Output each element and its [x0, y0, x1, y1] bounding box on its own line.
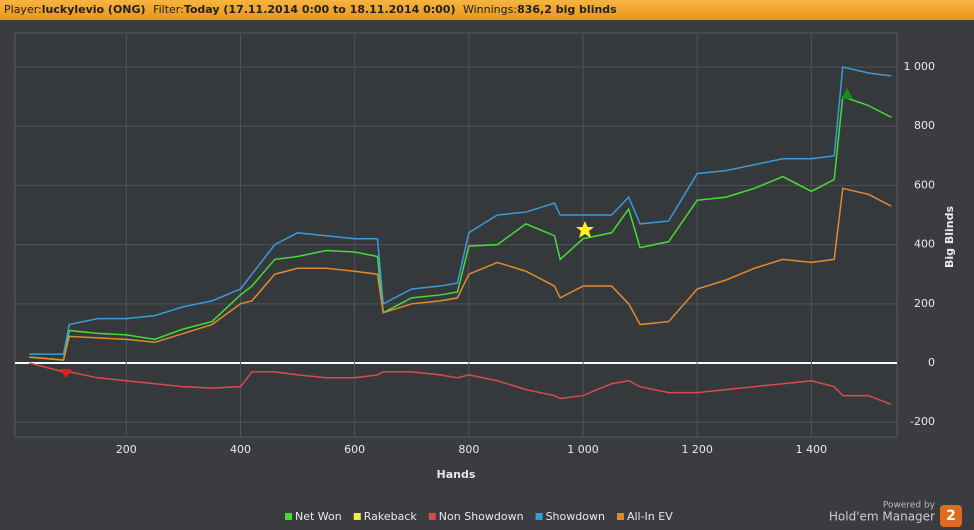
powered-by: Powered by — [883, 501, 936, 511]
legend-label: Net Won — [295, 510, 342, 523]
filter: Today (17.11.2014 0:00 to 18.11.2014 0:0… — [183, 3, 456, 16]
legend-label: Non Showdown — [439, 510, 524, 523]
legend-swatch — [616, 513, 624, 520]
player: luckylevio (ONG) — [41, 3, 146, 16]
brand: Hold'em Manager — [829, 510, 935, 524]
x-tick-label: 800 — [458, 443, 479, 456]
y-tick-label: 400 — [914, 238, 935, 251]
lines — [29, 66, 892, 406]
y-axis-label: Big Blinds — [943, 206, 956, 268]
series-line — [29, 362, 892, 406]
high-marker — [841, 88, 853, 99]
badge-bg — [940, 505, 962, 527]
legend-label: Rakeback — [364, 510, 418, 523]
legend-swatch — [428, 513, 436, 520]
series-line — [29, 95, 892, 361]
y-tick-label: 600 — [914, 178, 935, 191]
x-axis-label: Hands — [437, 468, 476, 481]
player-label: Player: — [4, 3, 42, 16]
x-tick-label: 600 — [344, 443, 365, 456]
star-marker — [576, 221, 594, 238]
x-tick-label: 200 — [116, 443, 137, 456]
x-tick-label: 1 400 — [796, 443, 828, 456]
x-tick-label: 1 000 — [567, 443, 599, 456]
legend-label: Showdown — [546, 510, 605, 523]
legend-swatch — [535, 513, 543, 520]
filter-label: Filter: — [153, 3, 184, 16]
badge: 2 — [946, 508, 956, 524]
x-tick-label: 400 — [230, 443, 251, 456]
y-tick-label: 800 — [914, 119, 935, 132]
y-tick-label: -200 — [910, 415, 935, 428]
y-tick-label: 1 000 — [904, 60, 936, 73]
plot-area — [14, 32, 898, 438]
x-tick-label: 1 200 — [681, 443, 713, 456]
winnings-label: Winnings: — [462, 3, 518, 16]
series-line — [29, 66, 892, 355]
low-marker — [60, 369, 72, 378]
grid — [15, 33, 897, 437]
legend-label: All-In EV — [627, 510, 673, 523]
series-line — [29, 187, 892, 361]
legend-swatch — [285, 513, 292, 520]
legend: Net Won Rakeback Non Showdown Showdown All-I… — [285, 510, 673, 523]
winnings: 836,2 big blinds — [517, 3, 617, 16]
y-tick-label: 200 — [914, 297, 935, 310]
y-tick-label: 0 — [928, 356, 935, 369]
legend-swatch — [353, 513, 361, 520]
header-bar: Player:luckylevio (ONG) Filter:Today (17… — [0, 0, 974, 20]
